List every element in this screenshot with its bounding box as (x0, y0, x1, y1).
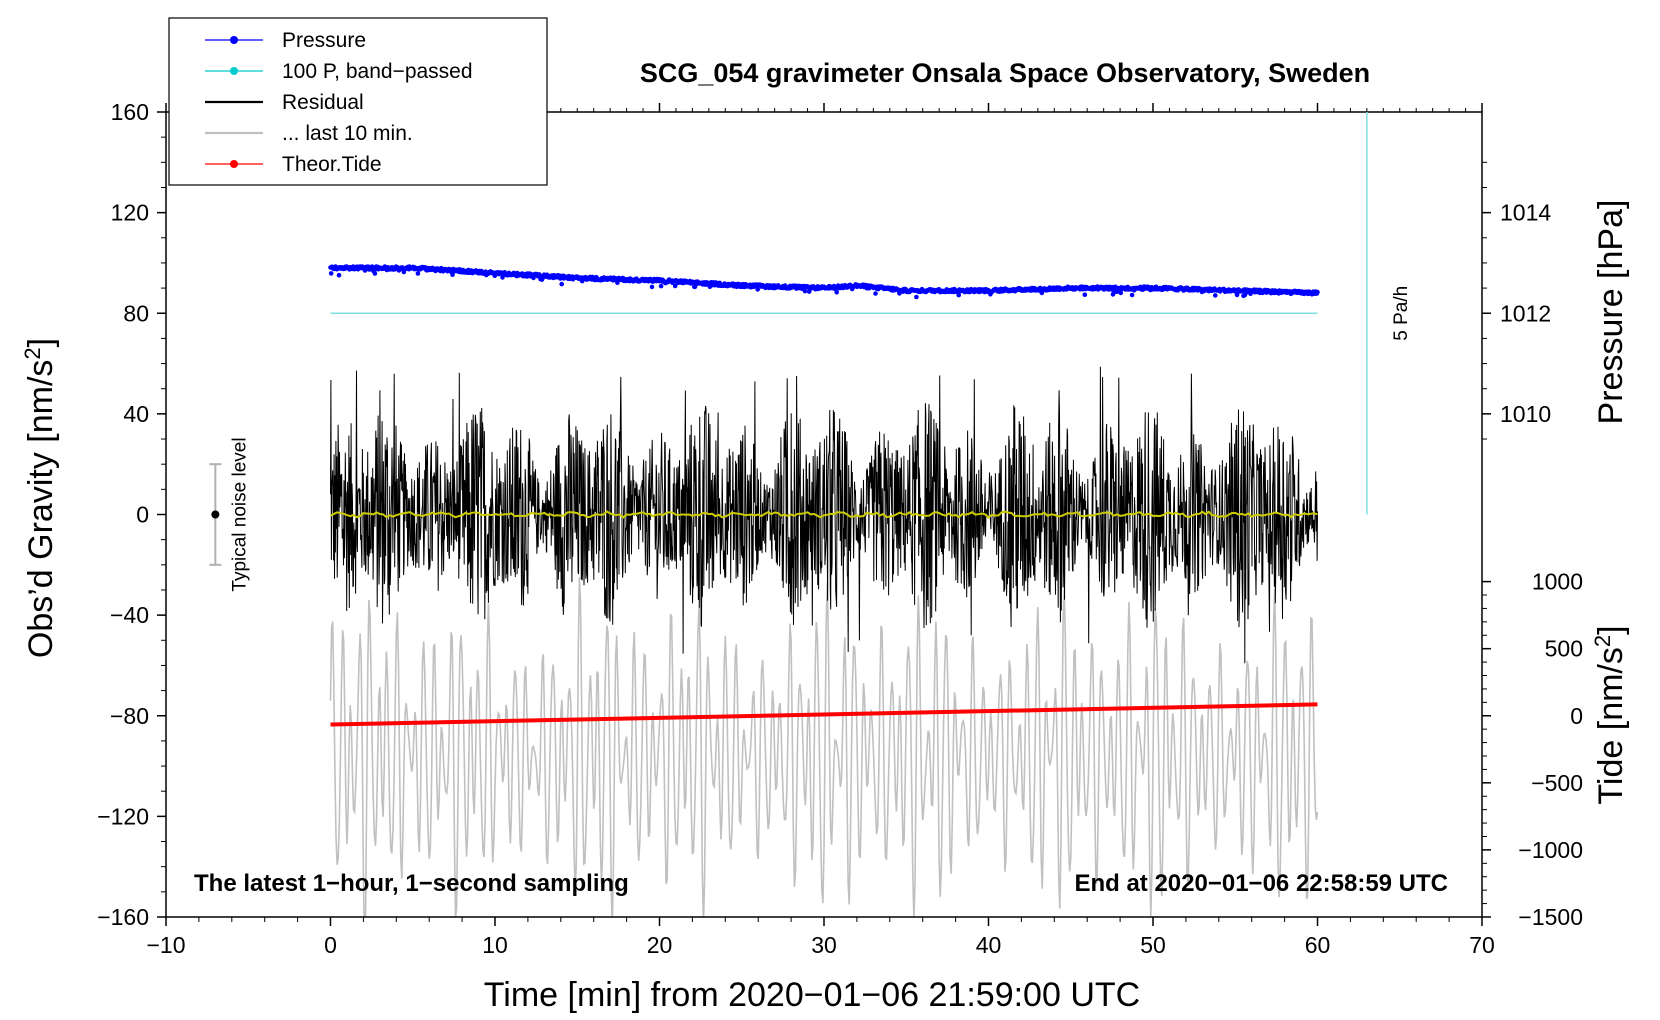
y-tick-label: 80 (123, 300, 149, 326)
pressure-point (415, 271, 421, 276)
pressure-point (672, 283, 678, 289)
y-tick-label: 40 (123, 401, 149, 427)
tide-tick-label: −500 (1531, 770, 1583, 796)
theor-tide-line (330, 702, 1318, 727)
x-tick-label: 50 (1140, 932, 1166, 958)
pressure-point (914, 294, 919, 300)
legend-label: 100 P, band−passed (282, 60, 473, 83)
y-tick-label: 0 (136, 502, 149, 528)
legend-label: Residual (282, 91, 364, 114)
legend-marker (230, 36, 238, 44)
pressure-point (1129, 292, 1135, 298)
tide-axis-title-end: ] (1592, 625, 1630, 634)
y-tick-label: −120 (97, 803, 149, 829)
legend: Pressure 100 P, band−passed Residual ... la… (168, 17, 548, 186)
pressure-tick-label: 1010 (1500, 401, 1551, 427)
tide-tick-label: −1000 (1518, 837, 1583, 863)
y-tick-label: −80 (110, 703, 149, 729)
pressure-point (834, 290, 839, 295)
x-tick-label: 0 (324, 932, 337, 958)
tide-axis-title: Tide [nm/s2] (1590, 625, 1630, 804)
tide-tick-label: −1500 (1518, 904, 1583, 930)
pressure-point (802, 288, 808, 294)
noise-level-dot (211, 510, 220, 519)
sampling-annotation: The latest 1−hour, 1−second sampling (194, 870, 629, 897)
rate-marker-label: 5 Pa/h (1391, 286, 1412, 341)
legend-label: Pressure (282, 29, 366, 52)
pressure-point (873, 291, 878, 296)
x-tick-label: −10 (146, 932, 185, 958)
pressure-point (658, 283, 664, 289)
y-axis-title-end: ] (22, 338, 60, 347)
pressure-point (649, 284, 655, 290)
x-tick-label: 10 (482, 932, 508, 958)
axis-ticks: −10 0 10 20 30 40 50 60 70 160 120 80 40 0 −40 −80 −120 −… (97, 99, 1583, 958)
tide-tick-label: 0 (1570, 703, 1583, 729)
series-theor-tide (330, 702, 1318, 727)
pressure-point (1213, 293, 1218, 298)
pressure-point (755, 287, 760, 292)
y-axis-title-main: Obs’d Gravity [nm/s (22, 360, 60, 659)
pressure-point (328, 271, 334, 276)
series-last-10-min (329, 577, 1319, 917)
y-tick-label: −160 (97, 904, 149, 930)
x-tick-label: 40 (976, 932, 1002, 958)
pressure-tick-label: 1012 (1500, 300, 1551, 326)
tide-tick-label: 1000 (1532, 569, 1583, 595)
series-residual (330, 366, 1318, 664)
legend-label: Theor.Tide (282, 153, 382, 176)
x-axis-title: Time [min] from 2020−01−06 21:59:00 UTC (484, 976, 1140, 1014)
pressure-point (1082, 292, 1088, 298)
pressure-axis-title: Pressure [hPa] (1592, 200, 1630, 425)
x-tick-label: 60 (1305, 932, 1331, 958)
pressure-point (559, 281, 564, 287)
series-pressure (328, 264, 1320, 300)
chart-title: SCG_054 gravimeter Onsala Space Observat… (640, 58, 1370, 88)
y-tick-label: 120 (111, 200, 149, 226)
x-tick-label: 30 (811, 932, 837, 958)
pressure-tick-label: 1014 (1500, 200, 1551, 226)
tide-axis-title-main: Tide [nm/s (1592, 647, 1630, 804)
noise-level-label: Typical noise level (229, 437, 250, 591)
x-tick-label: 70 (1469, 932, 1495, 958)
series-residual-mean (330, 510, 1318, 519)
legend-label: ... last 10 min. (282, 122, 413, 145)
y-axis-title-sup: 2 (20, 347, 45, 359)
series-layer (328, 264, 1320, 917)
legend-marker (230, 67, 238, 75)
legend-marker (230, 160, 238, 168)
y-tick-label: 160 (111, 99, 149, 125)
y-axis-title: Obs’d Gravity [nm/s2] (20, 338, 60, 658)
x-tick-label: 20 (647, 932, 673, 958)
noise-level-marker: Typical noise level (209, 437, 250, 592)
tide-axis-title-sup: 2 (1590, 635, 1615, 647)
pressure-point (372, 271, 378, 276)
end-time-annotation: End at 2020−01−06 22:58:59 UTC (1074, 870, 1448, 897)
rate-marker: 5 Pa/h (1366, 112, 1412, 515)
tide-tick-label: 500 (1545, 636, 1583, 662)
y-tick-label: −40 (110, 602, 149, 628)
pressure-point (336, 272, 342, 278)
pressure-point (1118, 290, 1124, 296)
pressure-point (956, 292, 961, 298)
pressure-point (1315, 289, 1320, 295)
